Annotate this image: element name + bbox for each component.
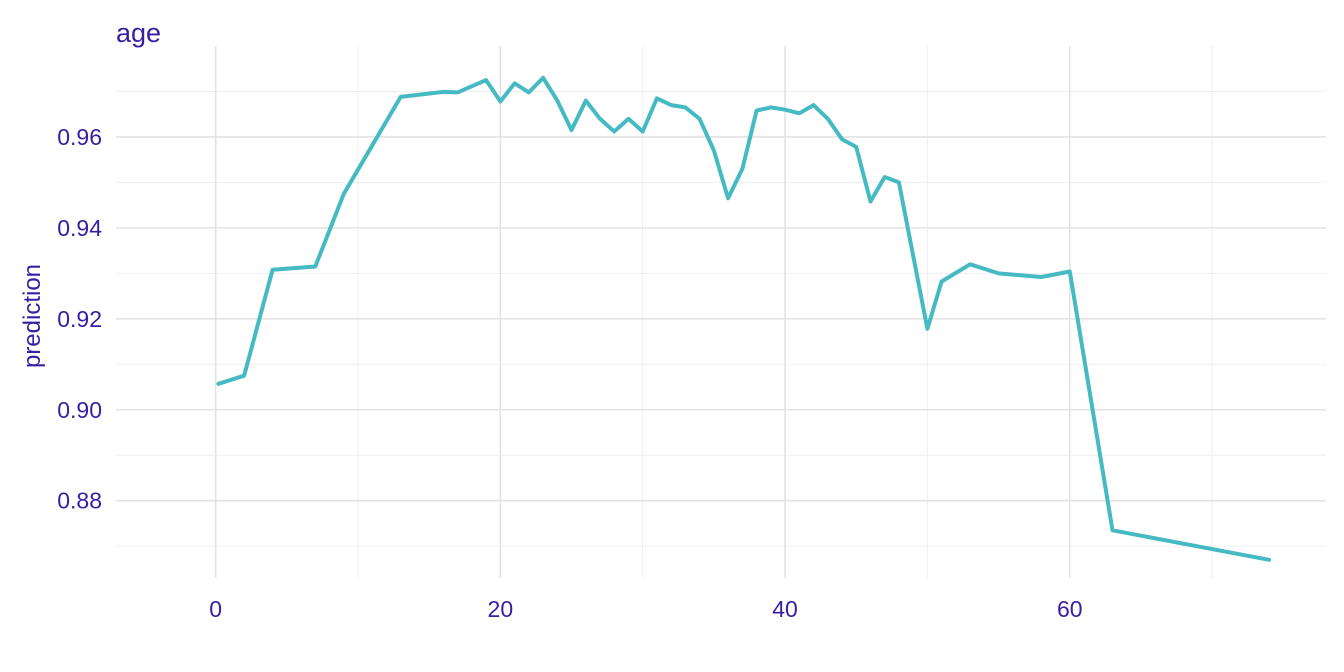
y-axis-label: prediction: [19, 264, 46, 368]
x-tick-label: 20: [488, 596, 514, 622]
x-tick-label: 0: [209, 596, 222, 622]
y-tick-label: 0.90: [57, 397, 102, 423]
x-tick-label: 40: [772, 596, 798, 622]
y-tick-label: 0.92: [57, 306, 102, 332]
grid: [116, 46, 1326, 578]
series-lines: [216, 75, 1272, 562]
tick-labels: 0 20 40 60 0.88 0.90 0.92 0.94 0.96: [57, 124, 1082, 622]
x-tick-label: 60: [1057, 596, 1083, 622]
y-tick-label: 0.94: [57, 215, 102, 241]
y-tick-label: 0.96: [57, 124, 102, 150]
chart-title: age: [116, 18, 161, 48]
y-tick-label: 0.88: [57, 488, 102, 514]
series-line: [216, 75, 1272, 562]
